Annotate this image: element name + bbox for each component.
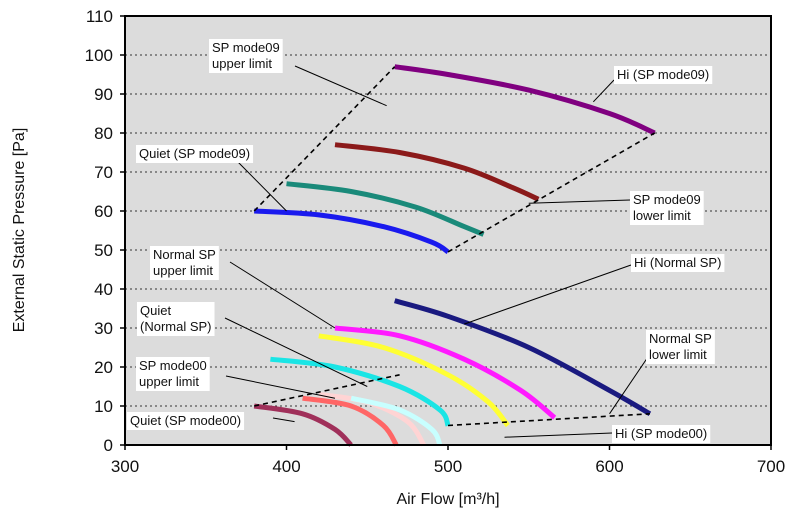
- ticks-group: 0 10 20 30 40 50 60 70 80 90 100 110 300 400 500 600 700: [85, 7, 786, 476]
- annotation-quiet-sp00: Quiet (SP mode00): [127, 412, 245, 430]
- series-line-9: [318, 391, 426, 447]
- series-line-3: [286, 181, 485, 237]
- series-group: [253, 64, 656, 447]
- leader-line: [592, 79, 615, 103]
- annotation-label: Quiet (SP mode00): [130, 413, 241, 428]
- x-tick-label: 700: [757, 457, 785, 476]
- annotation-box: [646, 330, 715, 364]
- x-tick-label: 400: [272, 457, 300, 476]
- annotation-box: [612, 425, 711, 443]
- y-tick-label: 30: [94, 319, 113, 338]
- series-line-2: [334, 142, 540, 202]
- x-tick-label: 600: [595, 457, 623, 476]
- annotation-hi-sp09: Hi (SP mode09): [614, 66, 713, 84]
- leader-line: [294, 65, 387, 107]
- leader-line: [229, 261, 336, 329]
- y-tick-label: 40: [94, 280, 113, 299]
- y-tick-label: 20: [94, 358, 113, 377]
- annotation-label: Normal SP: [649, 331, 712, 346]
- y-tick-label: 70: [94, 163, 113, 182]
- leader-line: [235, 159, 287, 212]
- series-line-12: [350, 395, 443, 447]
- y-tick-label: 10: [94, 397, 113, 416]
- series-line-7: [318, 333, 510, 428]
- series-line-6: [334, 325, 557, 420]
- y-tick-label: 90: [94, 85, 113, 104]
- leader-line: [463, 264, 632, 325]
- y-tick-label: 60: [94, 202, 113, 221]
- annotation-label: Quiet: [140, 303, 171, 318]
- annotation-box: [614, 66, 713, 84]
- annotation-box: [136, 145, 254, 163]
- limit-line-2: [447, 132, 656, 253]
- annotation-label: (Normal SP): [140, 319, 212, 334]
- x-tick-label: 300: [111, 457, 139, 476]
- annotation-label: Normal SP: [153, 247, 216, 262]
- annotation-label: SP mode00: [139, 358, 207, 373]
- limit-lines-group: [253, 66, 656, 427]
- leader-line: [504, 432, 613, 438]
- series-line-4: [254, 208, 450, 255]
- x-axis-title: Air Flow [m³/h]: [396, 491, 499, 508]
- annotation-label: lower limit: [633, 208, 691, 223]
- series-line-10: [302, 395, 399, 447]
- annotation-box: [127, 412, 245, 430]
- annotation-label: Hi (Normal SP): [634, 255, 721, 270]
- leader-line: [272, 417, 295, 423]
- annotation-box: [631, 254, 725, 272]
- series-line-8: [270, 356, 451, 427]
- annotation-box: [209, 39, 283, 73]
- leader-lines-group: [224, 65, 655, 438]
- annotation-quiet-normal: Quiet(Normal SP): [137, 302, 215, 336]
- series-line-11: [253, 403, 353, 447]
- y-tick-label: 50: [94, 241, 113, 260]
- annotation-label: upper limit: [212, 56, 272, 71]
- annotation-box: [150, 246, 219, 280]
- annotation-hi-normal: Hi (Normal SP): [631, 254, 725, 272]
- leader-line: [528, 199, 631, 204]
- annotation-label: Hi (SP mode09): [617, 67, 709, 82]
- annotation-label: lower limit: [649, 347, 707, 362]
- annotation-hi-sp00: Hi (SP mode00): [612, 425, 711, 443]
- leader-line: [225, 375, 336, 399]
- y-tick-label: 100: [85, 46, 113, 65]
- leader-line: [224, 317, 368, 387]
- y-tick-label: 110: [86, 7, 113, 26]
- limit-line-1: [253, 66, 396, 212]
- y-tick-label: 0: [104, 436, 113, 455]
- annotation-label: upper limit: [139, 374, 199, 389]
- limit-line-3: [254, 374, 400, 407]
- annotation-label: Quiet (SP mode09): [139, 146, 250, 161]
- annotation-label: upper limit: [153, 263, 213, 278]
- y-axis-title: External Static Pressure [Pa]: [11, 128, 28, 333]
- series-line-1: [394, 64, 656, 136]
- y-tick-label: 80: [94, 124, 113, 143]
- limit-line-4: [447, 413, 650, 427]
- annotation-label: Hi (SP mode00): [615, 426, 707, 441]
- annotation-box: [136, 357, 210, 391]
- annotation-box: [630, 191, 704, 225]
- x-tick-label: 500: [434, 457, 462, 476]
- annotation-label: SP mode09: [633, 192, 701, 207]
- annotation-box: [137, 302, 215, 336]
- annotation-quiet-sp09: Quiet (SP mode09): [136, 145, 254, 163]
- annotation-label: SP mode09: [212, 40, 280, 55]
